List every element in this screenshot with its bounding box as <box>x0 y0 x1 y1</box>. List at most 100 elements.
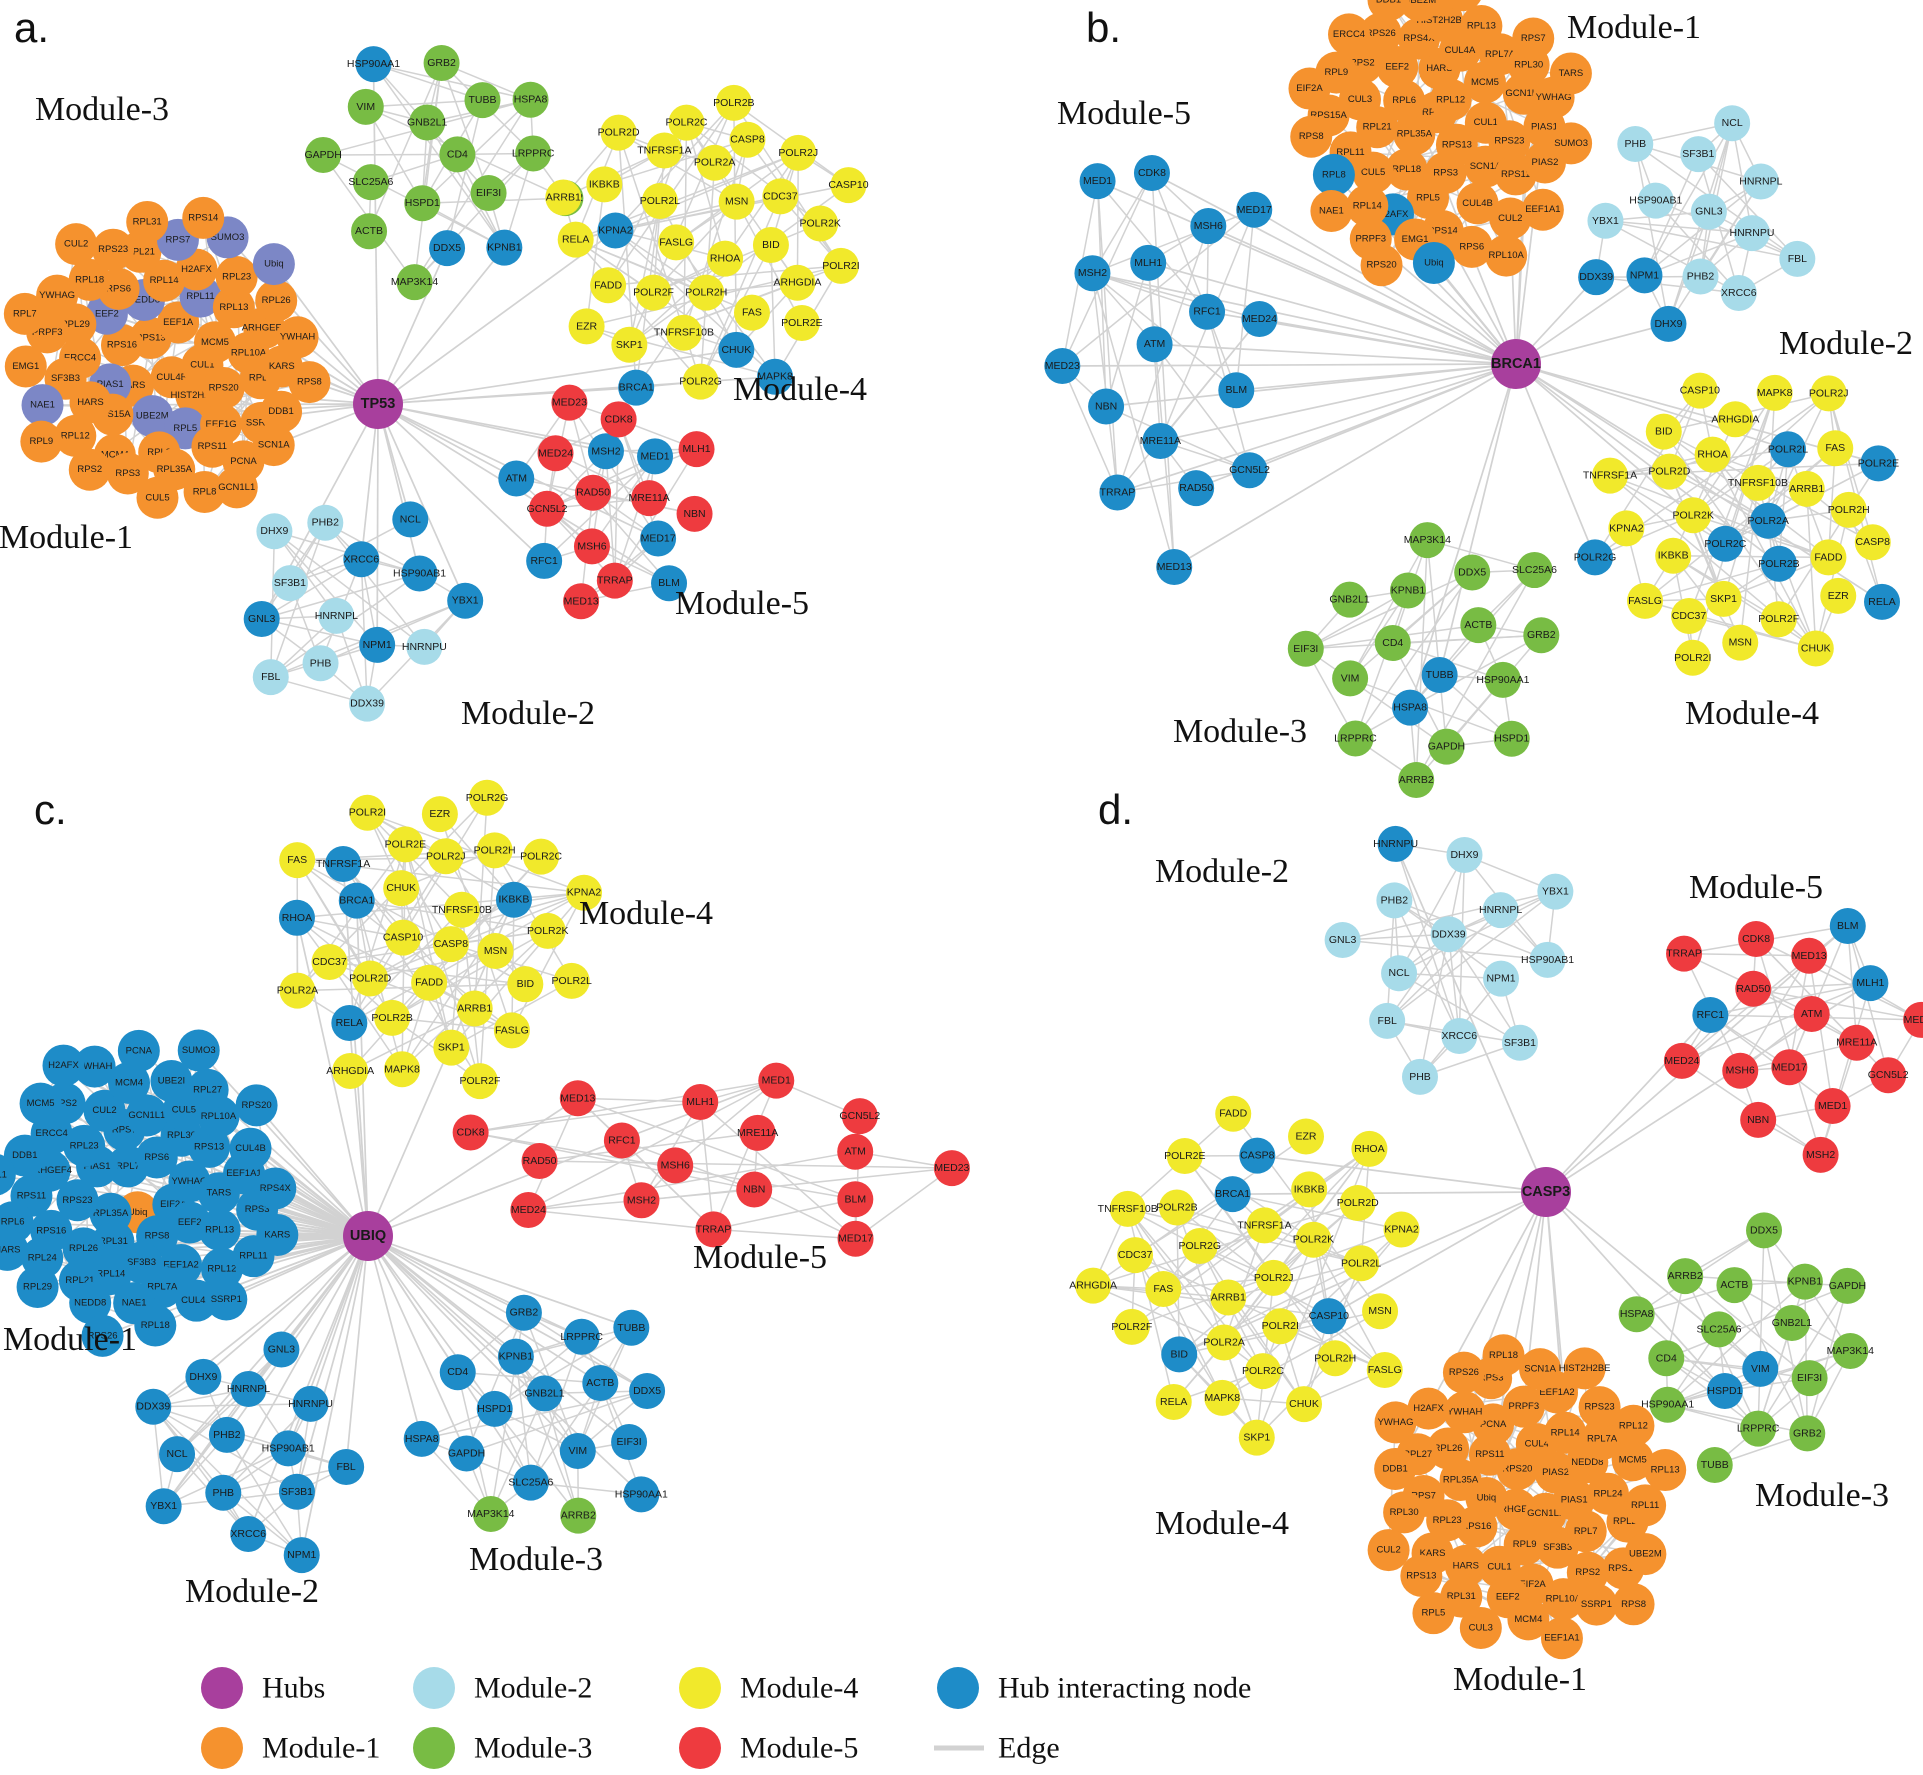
legend-label-edge: Edge <box>998 1732 1060 1765</box>
node-CASP8 <box>1854 524 1891 561</box>
node-MED23 <box>551 384 588 421</box>
node-Ubiq <box>1412 241 1455 284</box>
module-label-module-1: Module-1 <box>1567 9 1701 46</box>
node-CASP8 <box>729 121 766 158</box>
node-DDX39 <box>349 685 386 722</box>
node-POLR2I <box>1262 1308 1299 1345</box>
edge <box>1096 181 1107 407</box>
node-MRE11A <box>631 480 668 517</box>
edge <box>1061 365 1119 493</box>
node-LRPPRC <box>563 1318 600 1355</box>
edge <box>1386 890 1556 1022</box>
legend-swatch-module2 <box>413 1667 455 1709</box>
hub-edge <box>377 403 517 480</box>
legend-swatch-hi <box>937 1667 979 1709</box>
edge <box>465 1312 525 1454</box>
node-ACTB <box>1460 607 1497 644</box>
node-RPS20 <box>202 366 245 409</box>
node-RPL10A <box>1542 1578 1585 1621</box>
edge <box>577 1097 701 1103</box>
node-RPL13 <box>1460 4 1503 47</box>
edge <box>1667 181 1762 325</box>
edge <box>261 572 420 620</box>
node-TARS <box>1549 52 1592 95</box>
edge <box>1847 925 1858 1043</box>
node-RPS8 <box>288 361 331 404</box>
edge <box>1755 938 1922 1021</box>
node-HSPA8 <box>403 1420 440 1457</box>
legend-label-module-4: Module-4 <box>740 1672 858 1705</box>
edge <box>528 1150 856 1211</box>
node-POLR2B <box>374 999 411 1036</box>
edge <box>494 1408 579 1517</box>
edge <box>1757 1230 1765 1429</box>
node-TNFRSF10B <box>665 314 702 351</box>
hub-edge <box>198 1049 369 1237</box>
node-POLR2E <box>783 305 820 342</box>
node-MED13 <box>1791 937 1828 974</box>
edge <box>369 892 585 980</box>
edge <box>1672 555 1817 650</box>
node-SLC25A6 <box>512 1464 549 1501</box>
node-POLR2K <box>529 912 566 949</box>
hub-edge <box>1151 172 1517 365</box>
edge <box>1655 199 1798 260</box>
node-MLH1 <box>678 431 715 468</box>
node-RPL9 <box>20 420 63 463</box>
node-GRB2 <box>1789 1415 1826 1452</box>
node-POLR2C <box>523 838 560 875</box>
node-HNRNPU <box>1733 215 1770 252</box>
node-CUL5 <box>136 476 179 519</box>
node-GCN1L1 <box>215 466 258 509</box>
node-POLR2I <box>822 247 859 284</box>
node-PHB2 <box>307 504 344 541</box>
node-POLR2J <box>427 838 464 875</box>
node-MSH2 <box>1074 255 1111 292</box>
node-FBL <box>328 1449 365 1486</box>
node-MCM5 <box>19 1082 62 1125</box>
node-POLR2C <box>1244 1353 1281 1390</box>
node-POLR2L <box>641 183 678 220</box>
hub-edge <box>367 1235 525 1314</box>
node-RPS11 <box>191 425 234 468</box>
node-PHB2 <box>1376 882 1413 919</box>
node-TNFRSF1A <box>325 846 362 883</box>
node-IKBKB <box>586 166 623 203</box>
node-BID <box>752 226 789 263</box>
legend-swatch-module1 <box>201 1727 243 1769</box>
node-TRRAP <box>1666 935 1703 972</box>
node-POLR2K <box>1675 497 1712 534</box>
legend-label-hub-interacting-node: Hub interacting node <box>998 1672 1251 1705</box>
node-MAP3K14 <box>472 1495 509 1532</box>
node-SF3B1 <box>1680 136 1717 173</box>
node-NCL <box>159 1436 196 1473</box>
edge <box>1667 1281 1806 1406</box>
node-XRCC6 <box>1441 1018 1478 1055</box>
node-NAE1 <box>1310 190 1353 233</box>
panel-d: DDX39NPM1NCLHNRNPLXRCC6PHB2HSP90AB1FBLDH… <box>1069 786 1923 1698</box>
node-RPL27 <box>186 1068 229 1111</box>
node-LRPPRC <box>515 135 552 172</box>
edge <box>273 530 378 646</box>
node-TNFRSF10B <box>1109 1190 1146 1227</box>
node-NPM1 <box>1483 960 1520 997</box>
node-DHX9 <box>256 513 293 550</box>
edge <box>320 600 466 664</box>
node-KPNA2 <box>1383 1211 1420 1248</box>
node-HNRNPL <box>1742 163 1779 200</box>
node-CHUK <box>718 331 755 368</box>
module-label-module-2: Module-2 <box>185 1573 319 1610</box>
panel-c: CASP8CASP10TNFRSF10BFADDCHUKMSNPOLR2DPOL… <box>0 779 970 1610</box>
node-ATM <box>837 1133 874 1170</box>
edge <box>373 63 483 101</box>
hub-edge <box>367 1235 579 1452</box>
module-label-module-1: Module-1 <box>0 519 133 556</box>
node-KPNA2 <box>1608 510 1645 547</box>
node-ACTB <box>351 213 388 250</box>
hub-edge <box>360 403 379 560</box>
node-CUL2 <box>83 1089 126 1132</box>
node-RPL31 <box>126 200 169 243</box>
node-CD4 <box>439 1354 476 1391</box>
node-POLR2L <box>1343 1245 1380 1282</box>
edge <box>629 282 798 346</box>
